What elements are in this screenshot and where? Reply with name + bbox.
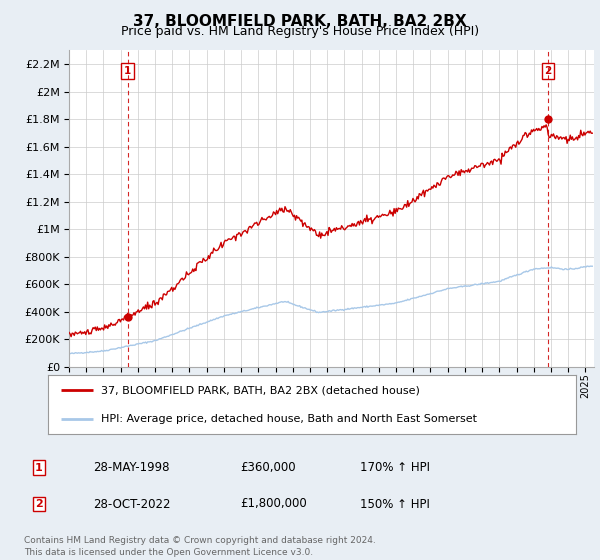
Text: HPI: Average price, detached house, Bath and North East Somerset: HPI: Average price, detached house, Bath… — [101, 414, 477, 424]
Text: 28-MAY-1998: 28-MAY-1998 — [93, 461, 170, 474]
Text: £360,000: £360,000 — [240, 461, 296, 474]
Text: £1,800,000: £1,800,000 — [240, 497, 307, 511]
Text: 1: 1 — [35, 463, 43, 473]
Text: 170% ↑ HPI: 170% ↑ HPI — [360, 461, 430, 474]
Text: Price paid vs. HM Land Registry's House Price Index (HPI): Price paid vs. HM Land Registry's House … — [121, 25, 479, 38]
Text: 37, BLOOMFIELD PARK, BATH, BA2 2BX: 37, BLOOMFIELD PARK, BATH, BA2 2BX — [133, 14, 467, 29]
Text: 28-OCT-2022: 28-OCT-2022 — [93, 497, 170, 511]
Text: 1: 1 — [124, 66, 131, 76]
Text: 2: 2 — [35, 499, 43, 509]
Text: 37, BLOOMFIELD PARK, BATH, BA2 2BX (detached house): 37, BLOOMFIELD PARK, BATH, BA2 2BX (deta… — [101, 385, 419, 395]
Text: 2: 2 — [544, 66, 551, 76]
Text: Contains HM Land Registry data © Crown copyright and database right 2024.
This d: Contains HM Land Registry data © Crown c… — [24, 536, 376, 557]
Text: 150% ↑ HPI: 150% ↑ HPI — [360, 497, 430, 511]
